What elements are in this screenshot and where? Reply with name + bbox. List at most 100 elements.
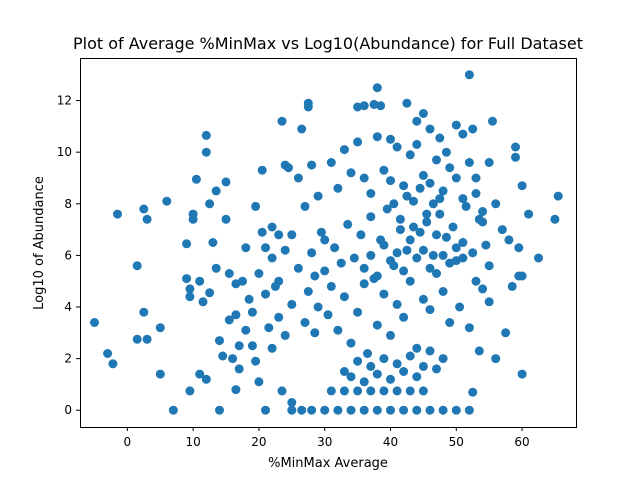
data-point-170	[247, 307, 257, 317]
data-point-83	[366, 386, 376, 396]
data-point-143	[425, 178, 435, 188]
data-point-149	[464, 158, 474, 167]
data-point-159	[280, 330, 290, 340]
data-point-238	[379, 354, 389, 364]
data-point-38	[234, 364, 244, 374]
data-point-121	[553, 191, 563, 201]
data-point-231	[484, 261, 494, 271]
data-point-62	[313, 191, 323, 201]
data-point-81	[339, 386, 349, 396]
data-point-206	[402, 245, 412, 255]
data-point-34	[221, 214, 231, 224]
data-point-30	[211, 263, 221, 273]
data-point-133	[359, 173, 369, 183]
data-point-142	[418, 170, 428, 180]
data-point-246	[432, 364, 441, 374]
data-point-107	[488, 116, 497, 126]
data-point-258	[425, 263, 435, 273]
data-point-167	[300, 318, 310, 327]
data-point-138	[392, 142, 402, 152]
data-point-100	[451, 120, 461, 130]
data-point-253	[392, 248, 402, 258]
data-point-197	[372, 320, 382, 330]
data-point-86	[405, 386, 415, 396]
data-point-74	[399, 405, 409, 415]
data-point-150	[471, 189, 481, 198]
data-point-182	[323, 310, 333, 320]
data-point-22	[195, 369, 205, 379]
data-point-164	[280, 245, 290, 255]
data-point-85	[392, 386, 402, 396]
data-point-84	[379, 386, 389, 396]
data-point-118	[524, 209, 534, 219]
x-axis: 0 10 20 30 40 50 60	[124, 427, 530, 449]
data-point-46	[257, 165, 267, 175]
data-point-236	[366, 361, 376, 371]
data-point-255	[405, 235, 415, 245]
data-point-166	[293, 263, 303, 273]
data-point-114	[514, 243, 524, 253]
data-point-11	[155, 369, 165, 379]
data-point-144	[432, 155, 441, 165]
data-point-48	[267, 253, 277, 263]
data-point-13	[168, 405, 178, 415]
data-point-207	[405, 276, 415, 286]
data-point-265	[395, 214, 405, 224]
data-point-63	[320, 235, 330, 245]
data-point-12	[162, 196, 172, 206]
data-point-155	[264, 323, 274, 333]
y-tick-label-0: 0	[64, 403, 72, 417]
data-point-108	[491, 199, 501, 209]
y-tick-label-4: 4	[64, 300, 72, 314]
data-point-10	[155, 323, 165, 333]
data-point-7	[142, 214, 152, 224]
data-point-92	[376, 101, 386, 111]
data-point-139	[399, 181, 409, 191]
data-point-96	[418, 109, 428, 118]
data-point-163	[274, 276, 284, 286]
data-point-49	[274, 230, 284, 240]
data-point-237	[372, 369, 382, 379]
data-point-216	[435, 194, 445, 204]
data-point-186	[336, 258, 346, 268]
data-point-21	[195, 276, 205, 286]
data-point-64	[277, 386, 287, 396]
data-point-129	[333, 183, 343, 193]
data-point-128	[326, 158, 336, 167]
data-point-254	[399, 266, 409, 276]
data-point-61	[310, 328, 320, 338]
data-point-95	[412, 116, 422, 126]
data-point-261	[445, 258, 455, 268]
data-point-91	[372, 83, 382, 93]
data-point-65	[287, 405, 297, 415]
data-point-97	[425, 124, 435, 134]
x-axis-label: %MinMax Average	[268, 456, 388, 471]
data-point-25	[201, 147, 211, 157]
y-axis: 0 2 4 6 8 10 12	[57, 94, 80, 417]
data-point-190	[349, 253, 359, 263]
data-point-172	[231, 279, 241, 289]
data-point-188	[343, 219, 353, 229]
data-point-60	[307, 160, 317, 170]
data-point-223	[458, 238, 468, 247]
data-point-120	[550, 214, 560, 224]
x-tick-label-0: 0	[124, 435, 132, 449]
data-point-165	[287, 299, 297, 309]
data-point-9	[142, 334, 152, 344]
data-point-217	[438, 287, 448, 296]
data-point-66	[297, 405, 307, 415]
data-point-268	[415, 183, 425, 193]
data-point-87	[418, 386, 428, 396]
y-tick-label-2: 2	[64, 352, 72, 366]
y-tick-label-12: 12	[57, 94, 72, 108]
data-point-271	[435, 209, 445, 219]
data-point-70	[346, 405, 356, 415]
data-point-131	[346, 168, 356, 178]
data-point-137	[386, 176, 395, 186]
data-point-225	[464, 323, 474, 333]
data-point-104	[471, 173, 481, 183]
data-point-147	[451, 173, 461, 183]
data-point-218	[441, 232, 451, 242]
data-point-78	[451, 405, 461, 415]
plot-frame	[80, 58, 577, 428]
